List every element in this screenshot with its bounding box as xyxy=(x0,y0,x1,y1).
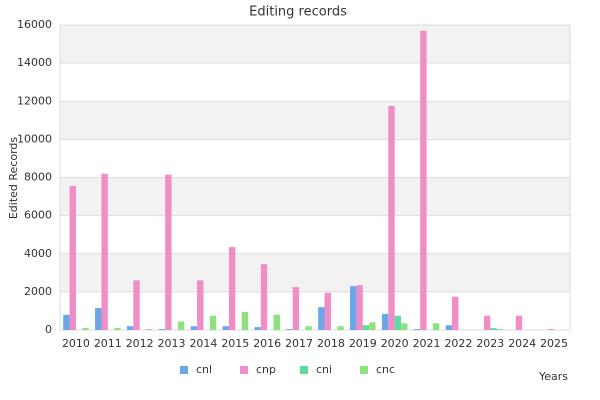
x-tick-label: 2015 xyxy=(221,337,249,350)
legend-label: cnp xyxy=(256,363,276,376)
legend-label: cnl xyxy=(196,363,212,376)
bar xyxy=(432,323,440,330)
bar xyxy=(496,329,504,330)
bar xyxy=(63,314,70,330)
bar xyxy=(452,296,459,330)
bar xyxy=(305,326,312,330)
legend-swatch xyxy=(300,366,308,374)
x-tick-label: 2011 xyxy=(94,337,122,350)
bar xyxy=(158,329,166,330)
bar xyxy=(547,329,555,330)
bar xyxy=(82,328,89,330)
x-tick-label: 2017 xyxy=(285,337,313,350)
bar xyxy=(177,321,185,330)
bar xyxy=(101,173,108,330)
bar xyxy=(483,315,491,330)
bar xyxy=(356,285,363,330)
bar xyxy=(337,326,344,330)
x-tick-label: 2019 xyxy=(349,337,377,350)
plot-band xyxy=(60,25,570,64)
x-tick-label: 2016 xyxy=(253,337,281,350)
bar xyxy=(241,311,249,330)
x-tick-label: 2025 xyxy=(540,337,568,350)
bar xyxy=(394,315,402,330)
legend-swatch xyxy=(360,366,368,374)
bar xyxy=(69,186,76,330)
bar xyxy=(445,325,453,330)
bar xyxy=(369,322,376,330)
bar xyxy=(292,287,300,330)
legend-label: cni xyxy=(316,363,332,376)
bar xyxy=(95,308,102,330)
bar xyxy=(190,326,198,330)
bar xyxy=(401,323,408,330)
x-axis-label: Years xyxy=(538,370,568,383)
y-tick-label: 12000 xyxy=(17,94,52,107)
x-tick-label: 2014 xyxy=(189,337,217,350)
y-tick-label: 4000 xyxy=(24,247,52,260)
x-tick-label: 2012 xyxy=(126,337,154,350)
bar xyxy=(254,327,261,330)
x-tick-label: 2023 xyxy=(476,337,504,350)
bar xyxy=(197,280,204,330)
bar xyxy=(133,280,140,330)
plot-band xyxy=(60,177,570,216)
plot-band xyxy=(60,101,570,140)
x-tick-label: 2010 xyxy=(62,337,90,350)
legend-swatch xyxy=(180,366,188,374)
y-tick-label: 10000 xyxy=(17,132,52,145)
y-tick-label: 2000 xyxy=(24,285,52,298)
bar xyxy=(515,315,523,330)
y-tick-label: 14000 xyxy=(17,56,52,69)
bar xyxy=(209,315,217,330)
legend-swatch xyxy=(240,366,248,374)
bar xyxy=(420,30,427,330)
bar xyxy=(228,247,236,330)
bar xyxy=(165,174,172,330)
y-tick-label: 0 xyxy=(45,323,52,336)
bar xyxy=(350,286,357,330)
x-tick-label: 2013 xyxy=(158,337,186,350)
bar xyxy=(126,326,134,330)
bar xyxy=(388,106,395,330)
y-axis-label: Edited Records xyxy=(7,137,20,220)
bar xyxy=(114,328,121,330)
y-tick-label: 6000 xyxy=(24,209,52,222)
bar xyxy=(286,329,293,330)
chart-title: Editing records xyxy=(249,5,347,20)
x-tick-label: 2020 xyxy=(381,337,409,350)
x-tick-label: 2024 xyxy=(508,337,536,350)
x-tick-label: 2018 xyxy=(317,337,345,350)
bar xyxy=(324,292,331,330)
bar xyxy=(222,326,229,330)
y-tick-label: 16000 xyxy=(17,18,52,31)
bar xyxy=(362,325,370,330)
plot-band xyxy=(60,253,570,292)
x-tick-label: 2022 xyxy=(444,337,472,350)
y-tick-label: 8000 xyxy=(24,171,52,184)
bar xyxy=(146,329,153,330)
legend-label: cnc xyxy=(376,363,395,376)
bar xyxy=(260,264,268,330)
bar xyxy=(413,329,421,330)
x-tick-label: 2021 xyxy=(413,337,441,350)
bar xyxy=(318,307,325,330)
bar xyxy=(273,314,280,330)
bar xyxy=(490,328,497,330)
bar xyxy=(381,313,389,330)
